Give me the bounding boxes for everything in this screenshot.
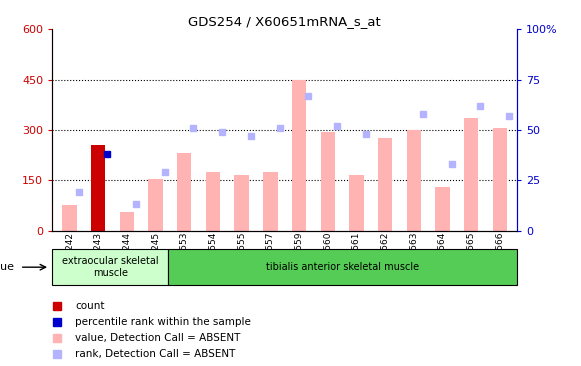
Text: percentile rank within the sample: percentile rank within the sample	[76, 317, 251, 327]
Bar	[52, 249, 168, 285]
Bar	[378, 138, 392, 231]
Bar	[292, 80, 306, 231]
Bar	[177, 153, 192, 231]
Bar	[168, 249, 517, 285]
Bar	[493, 128, 507, 231]
Bar	[235, 175, 249, 231]
Bar	[91, 145, 105, 231]
Bar	[321, 132, 335, 231]
Bar	[349, 175, 364, 231]
Bar	[435, 187, 450, 231]
Bar	[148, 179, 163, 231]
Title: GDS254 / X60651mRNA_s_at: GDS254 / X60651mRNA_s_at	[188, 15, 381, 28]
Text: count: count	[76, 301, 105, 311]
Bar	[62, 205, 77, 231]
Text: value, Detection Call = ABSENT: value, Detection Call = ABSENT	[76, 333, 241, 343]
Text: extraocular skeletal
muscle: extraocular skeletal muscle	[62, 256, 159, 278]
Bar	[91, 145, 105, 231]
Text: tibialis anterior skeletal muscle: tibialis anterior skeletal muscle	[266, 262, 419, 272]
Bar	[120, 212, 134, 231]
Bar	[407, 130, 421, 231]
Bar	[206, 172, 220, 231]
Bar	[464, 118, 478, 231]
Text: tissue: tissue	[0, 262, 15, 272]
Text: rank, Detection Call = ABSENT: rank, Detection Call = ABSENT	[76, 349, 236, 359]
Bar	[263, 172, 278, 231]
